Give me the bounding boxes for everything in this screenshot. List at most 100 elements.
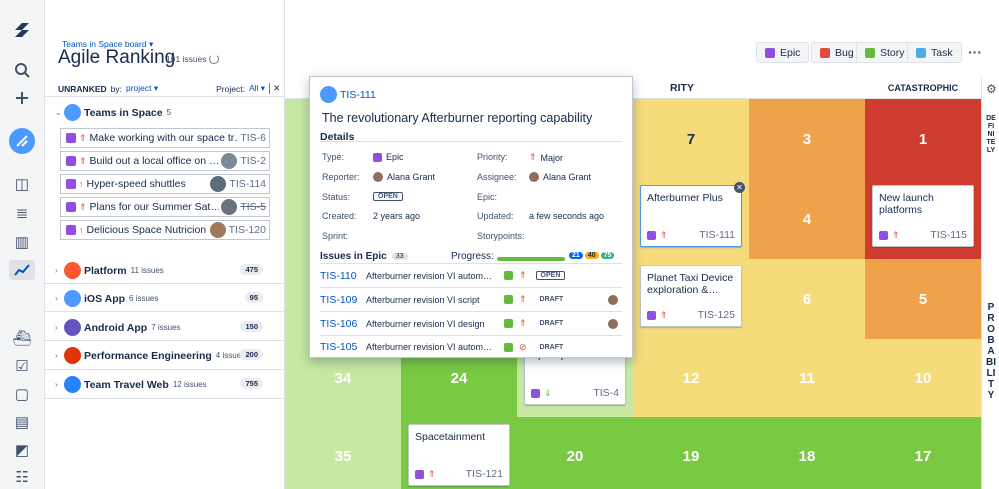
table-row[interactable]: TIS-109 Afterburner revision VI script ⇑… — [320, 288, 622, 312]
chevron-right-icon[interactable]: › — [55, 380, 58, 389]
reporter-value: Alana Grant — [373, 172, 435, 182]
progress-bar — [497, 257, 565, 261]
card-afterburner[interactable]: Afterburner Plus ✕ ⇑ TIS-111 — [640, 182, 745, 247]
row-label: DEFINITELY — [986, 115, 996, 154]
table-row[interactable]: TIS-105 Afterburner revision VI autom… ⊘… — [320, 336, 622, 358]
chevron-right-icon[interactable]: › — [55, 294, 58, 303]
avatar — [210, 176, 227, 192]
popup-issue-key[interactable]: TIS-111 — [340, 89, 376, 101]
close-icon[interactable]: ✕ — [269, 83, 280, 94]
list-item[interactable]: ⇑ Plans for our Summer Sat… TIS-5 — [60, 197, 270, 217]
created-label: Created: — [322, 211, 357, 221]
project-select[interactable]: All ▾ — [248, 83, 266, 93]
group-team-travel-web[interactable]: › Team Travel Web 12 issues 755 — [55, 375, 283, 394]
priority-major-icon: ⇑ — [428, 468, 436, 479]
epic-label: Epic: — [477, 192, 498, 202]
epic-filter-button[interactable]: Epic — [756, 42, 810, 63]
task-filter-button[interactable]: Task — [907, 42, 962, 63]
priority-label: Priority: — [477, 152, 508, 162]
group-platform[interactable]: › Platform 11 issues 475 — [55, 261, 283, 280]
by-label: by: — [110, 83, 122, 94]
avatar — [209, 222, 226, 238]
filter-bar: UNRANKED by: project ▾ Project: All ▾ ✕ — [58, 83, 283, 94]
priority-major-icon: ⇑ — [660, 229, 668, 240]
type-value: Epic — [373, 152, 404, 162]
apps-icon[interactable]: ☷ — [15, 469, 29, 486]
points-badge: 475 — [240, 264, 263, 275]
bug-filter-button[interactable]: Bug — [811, 42, 863, 63]
popup-title: The revolutionary Afterburner reporting … — [322, 111, 593, 125]
priority-high-icon: ↑ — [79, 179, 84, 189]
card-new-launch[interactable]: New launch platforms ⇑ TIS-115 — [872, 185, 974, 247]
priority-lowest-icon: ⇓ — [544, 387, 552, 398]
avatar — [608, 294, 618, 305]
group-android-app[interactable]: › Android App 7 issues 150 — [55, 318, 283, 337]
priority-high-icon: ↑ — [79, 225, 84, 235]
story-filter-button[interactable]: Story — [856, 42, 914, 63]
chevron-right-icon[interactable]: › — [55, 323, 58, 332]
project-avatar-icon[interactable] — [9, 128, 35, 154]
updated-label: Updated: — [477, 211, 514, 221]
avatar — [608, 318, 618, 329]
create-icon[interactable] — [12, 88, 32, 108]
list-item[interactable]: ⇑ Build out a local office on … TIS-2 — [60, 151, 270, 171]
group-by-select[interactable]: project ▾ — [125, 83, 159, 93]
project-icon — [64, 376, 81, 393]
chevron-down-icon[interactable]: ⌄ — [55, 108, 62, 117]
story-icon — [504, 271, 513, 280]
pages-icon[interactable]: ▤ — [14, 414, 30, 431]
addon-icon[interactable]: ◩ — [14, 442, 30, 459]
story-icon — [504, 295, 513, 304]
table-row[interactable]: TIS-106 Afterburner revision VI design ⇑… — [320, 312, 622, 336]
reports-icon[interactable] — [9, 260, 35, 280]
project-avatar-icon — [320, 86, 337, 103]
column-header: CATASTROPHIC — [865, 77, 981, 99]
project-icon — [64, 319, 81, 336]
created-value: 2 years ago — [373, 211, 421, 221]
releases-icon[interactable]: ☑ — [15, 358, 29, 375]
unranked-panel — [45, 0, 285, 489]
progress-label: Progress: — [451, 251, 494, 262]
roadmap-icon[interactable]: ◫ — [14, 176, 30, 193]
cell-value: 10 — [865, 339, 981, 417]
points-badge: 150 — [240, 321, 263, 332]
list-item[interactable]: ↑ Hyper-speed shuttles TIS-114 — [60, 174, 270, 194]
group-teams-in-space[interactable]: ⌄ Teams in Space 5 — [55, 103, 283, 122]
refresh-icon[interactable] — [209, 54, 219, 64]
cell-value: 20 — [517, 417, 633, 489]
project-icon — [64, 104, 81, 121]
table-row[interactable]: TIS-110 Afterburner revision VI autom… ⇑… — [320, 264, 622, 288]
cell-value: 18 — [749, 417, 865, 489]
group-performance-engineering[interactable]: › Performance Engineering 4 issues 200 — [55, 346, 283, 365]
epic-icon — [66, 225, 76, 235]
more-icon[interactable]: ··· — [968, 44, 982, 60]
cell-value: 3 — [749, 99, 865, 179]
close-icon[interactable]: ✕ — [734, 182, 745, 193]
card-spacetainment[interactable]: Spacetainment ⇑ TIS-121 — [408, 424, 510, 486]
breadcrumb[interactable]: Teams in Space board ▾ — [62, 39, 154, 49]
status-badge: DRAFT — [539, 343, 564, 351]
search-icon[interactable] — [12, 60, 32, 80]
list-item[interactable]: ↑ Delicious Space Nutricion TIS-120 — [60, 220, 270, 240]
cell-value: 35 — [285, 417, 401, 489]
card-planet-taxi[interactable]: Planet Taxi Device exploration &… ⇑ TIS-1… — [640, 265, 742, 327]
epic-icon — [647, 310, 656, 320]
gear-icon[interactable]: ⚙ — [986, 82, 997, 96]
priority-value: ⇑ Major — [529, 152, 564, 163]
board-icon[interactable]: ▥ — [14, 234, 30, 251]
chevron-right-icon[interactable]: › — [55, 266, 58, 275]
epic-icon — [66, 133, 76, 143]
points-badge: 95 — [244, 292, 263, 303]
priority-major-icon: ⇑ — [519, 294, 527, 304]
jira-logo-icon[interactable] — [12, 20, 32, 40]
axis-label: PROBABILITY — [986, 302, 996, 401]
components-icon[interactable]: ▢ — [14, 386, 30, 403]
chevron-right-icon[interactable]: › — [55, 351, 58, 360]
points-badge: 200 — [240, 349, 263, 360]
ship-icon[interactable]: ⛴ — [12, 330, 32, 347]
backlog-icon[interactable]: ≣ — [15, 205, 29, 222]
group-ios-app[interactable]: › iOS App 6 issues 95 — [55, 289, 283, 308]
unranked-label: UNRANKED — [58, 83, 107, 94]
priority-highest-icon: ⇑ — [79, 132, 87, 143]
list-item[interactable]: ⇑ Make working with our space tr… TIS-6 — [60, 128, 270, 148]
